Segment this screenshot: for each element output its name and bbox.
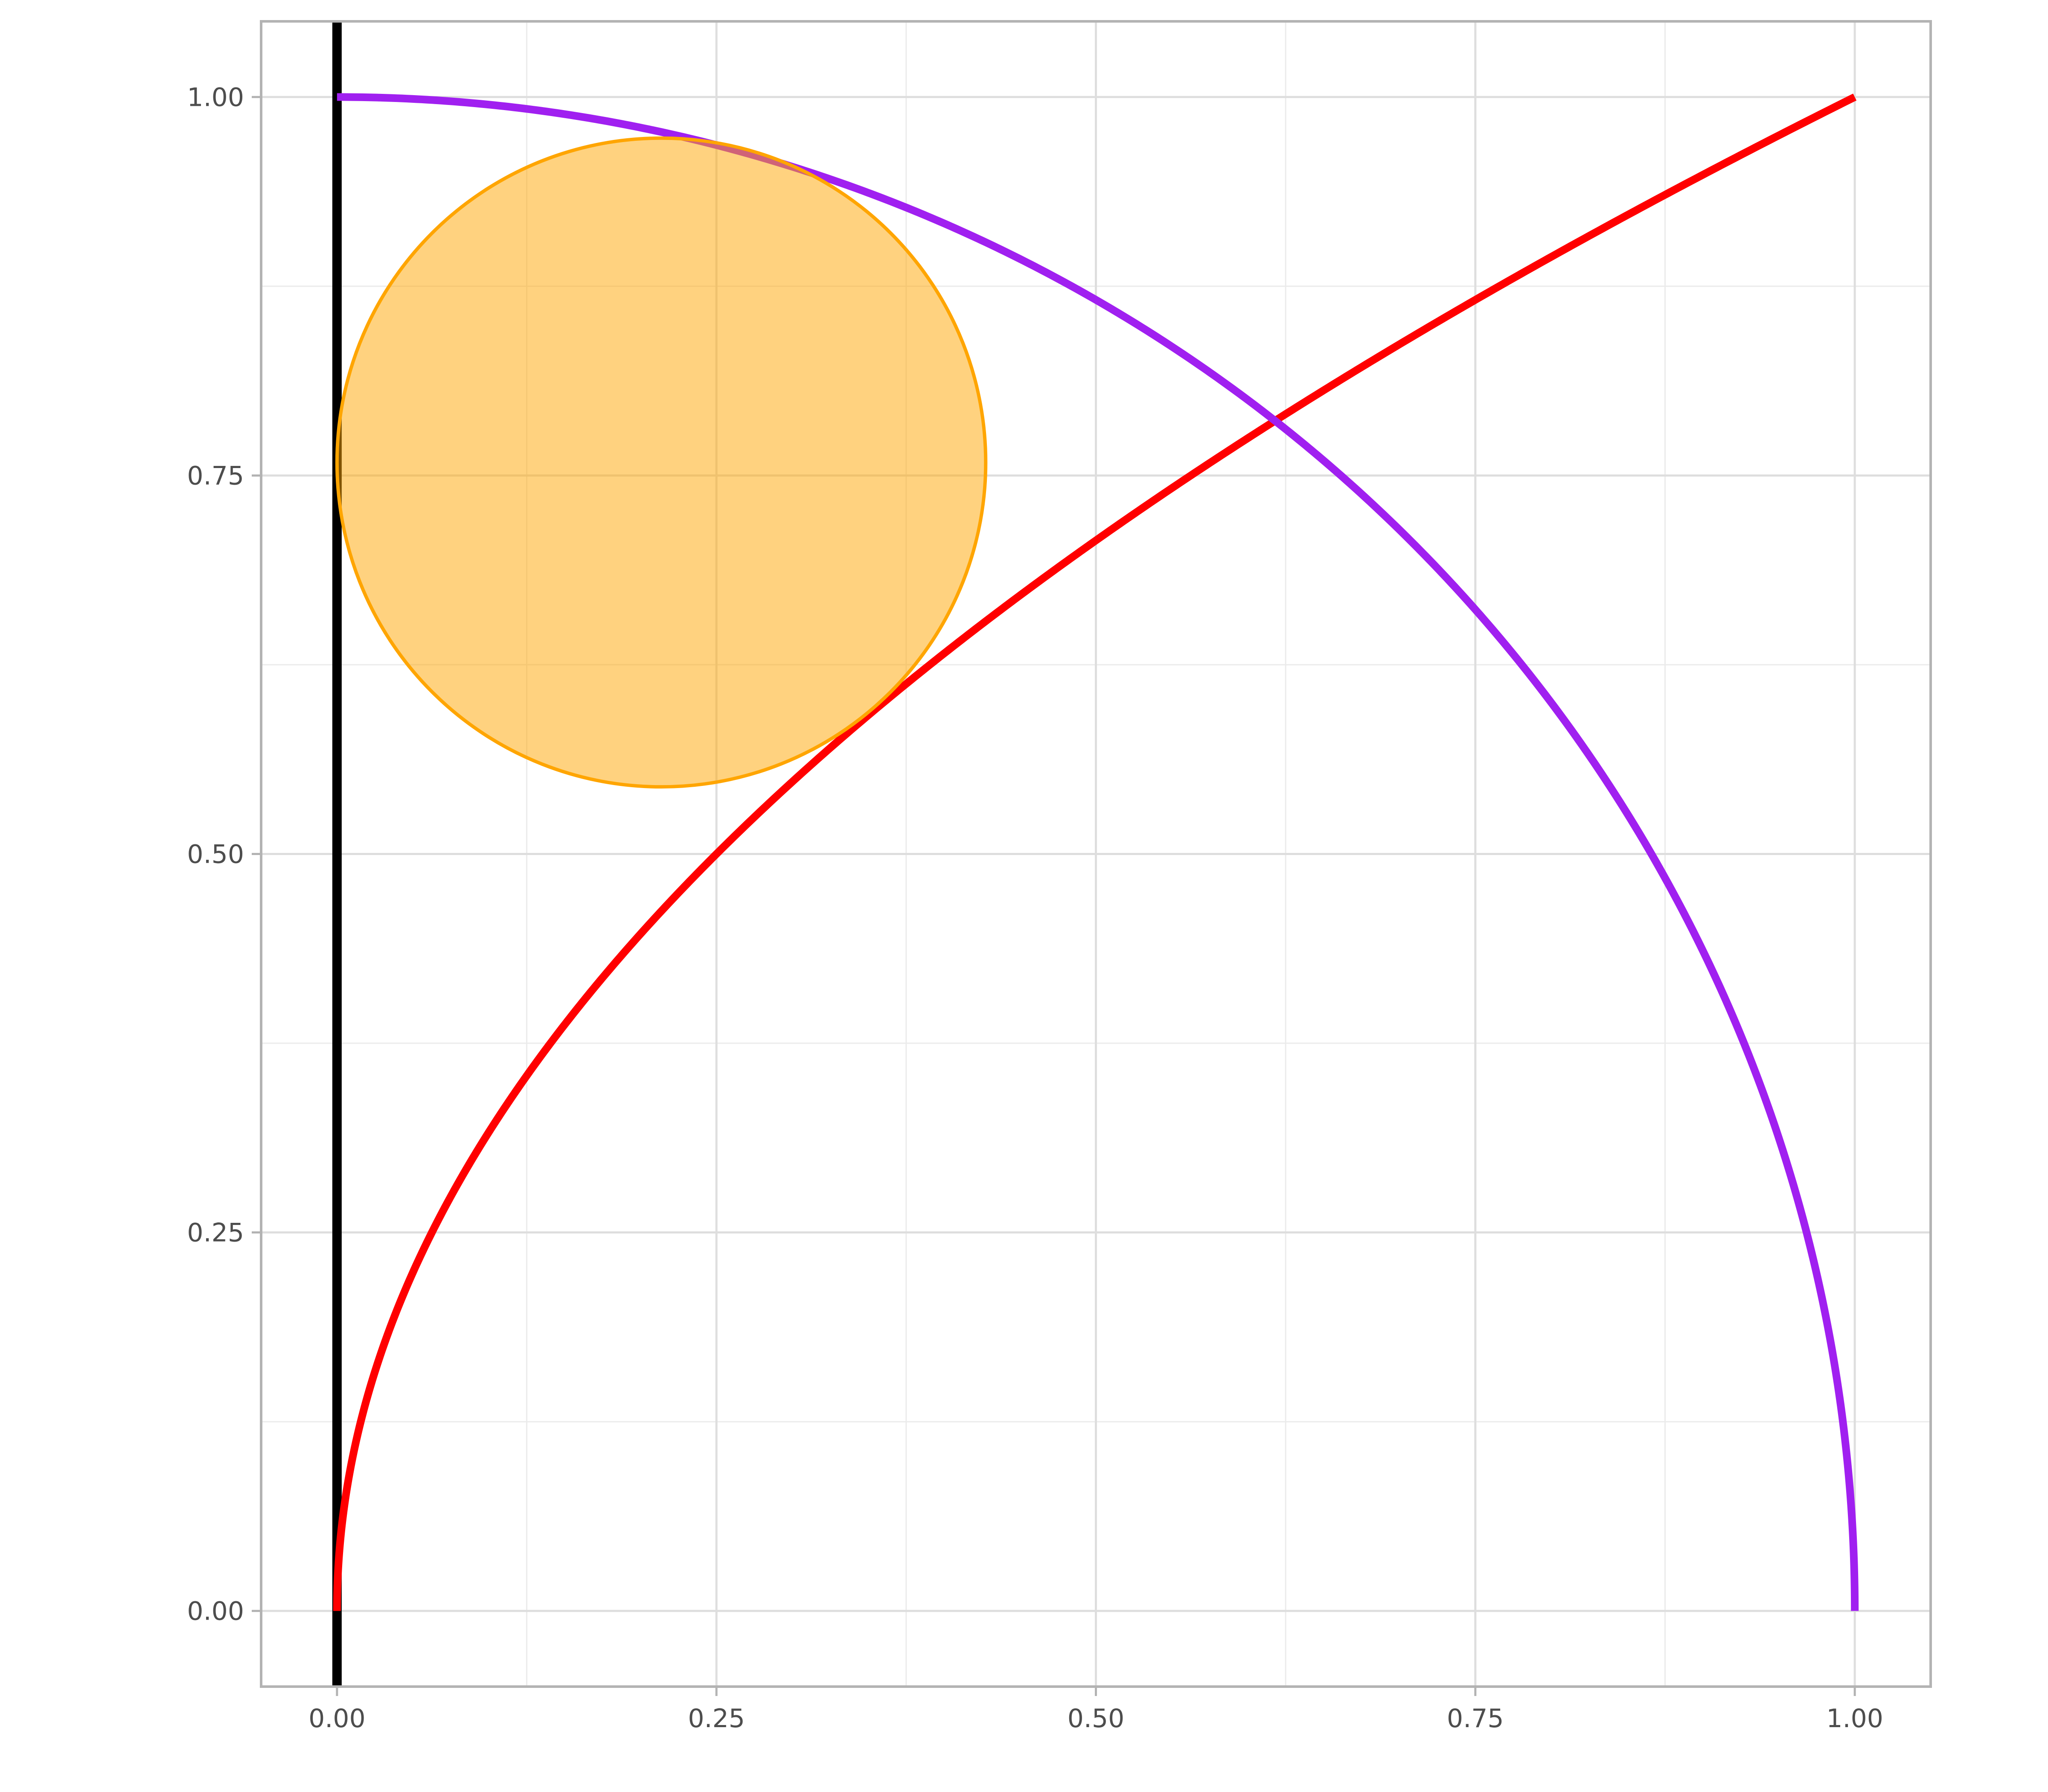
- y-tick-label: 0.75: [187, 461, 244, 491]
- x-tick-label: 0.50: [1068, 1704, 1125, 1734]
- sqrt-curve-series: [333, 93, 1857, 1612]
- y-tick-label: 0.00: [187, 1597, 244, 1626]
- x-tick-label: 1.00: [1826, 1704, 1883, 1734]
- x-tick-label: 0.75: [1447, 1704, 1504, 1734]
- y-tick-label: 0.50: [187, 840, 244, 870]
- chart-marks: [332, 21, 1859, 1687]
- y-tick-label: 0.25: [187, 1218, 244, 1248]
- y-tick-label: 1.00: [187, 82, 244, 112]
- circle-series: [335, 136, 988, 789]
- y-axis: 0.00 0.25 0.50 0.75 1.00: [187, 82, 261, 1626]
- x-tick-label: 0.00: [308, 1704, 366, 1734]
- x-axis: 0.00 0.25 0.50 0.75 1.00: [308, 1687, 1883, 1734]
- x-tick-label: 0.25: [688, 1704, 745, 1734]
